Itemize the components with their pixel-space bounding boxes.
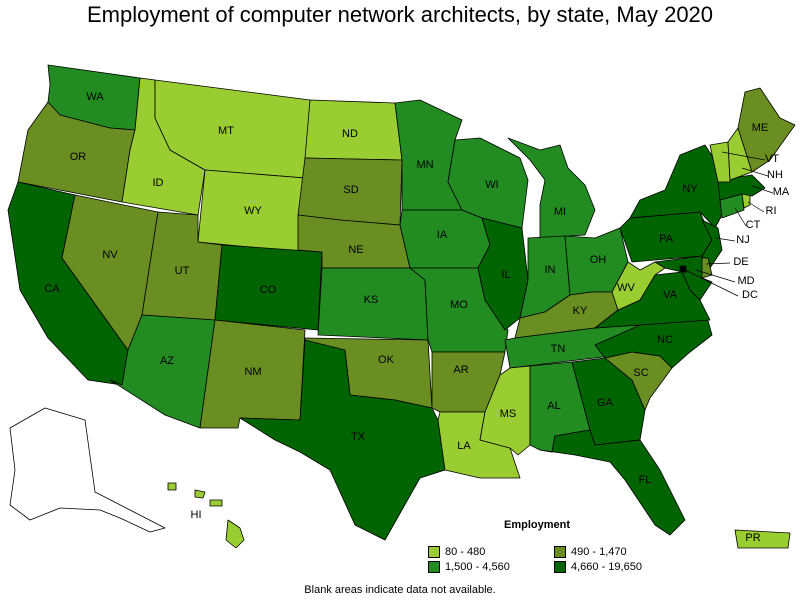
leader-DE — [705, 262, 731, 265]
leader-DC — [682, 268, 739, 297]
state-label-ID: ID — [153, 177, 164, 189]
state-label-MN: MN — [416, 159, 433, 171]
state-label-PR: PR — [745, 532, 760, 544]
legend-label: 4,660 - 19,650 — [571, 561, 642, 573]
legend-swatch — [428, 561, 440, 573]
leader-RI — [747, 201, 765, 213]
legend-item-80-480: 80 - 480 — [428, 546, 485, 558]
state-label-GA: GA — [597, 397, 614, 409]
state-label-AR: AR — [453, 364, 468, 376]
state-label-LA: LA — [457, 440, 471, 452]
state-HI[interactable] — [167, 482, 245, 549]
footnote: Blank areas indicate data not available. — [304, 584, 496, 596]
state-label-OR: OR — [70, 151, 87, 163]
state-label-IN: IN — [545, 264, 556, 276]
state-label-WY: WY — [244, 205, 262, 217]
state-label-SC: SC — [633, 367, 648, 379]
state-label-CT: CT — [746, 219, 761, 231]
legend-label: 1,500 - 4,560 — [445, 561, 510, 573]
state-ME[interactable] — [737, 87, 796, 173]
legend-swatch — [554, 546, 566, 558]
state-label-OK: OK — [378, 354, 395, 366]
state-TX[interactable] — [239, 339, 446, 541]
dc-marker — [680, 266, 686, 272]
state-labels: WA OR CA NV ID MT WY UT AZ CO NM ND SD NE KS OK TX MN IA MO… — [44, 91, 790, 544]
state-NY[interactable] — [629, 144, 723, 229]
map-title: Employment of computer network architect… — [86, 2, 714, 27]
state-label-OH: OH — [590, 254, 607, 266]
state-label-MI: MI — [554, 206, 566, 218]
legend-label: 80 - 480 — [445, 546, 486, 558]
legend-title: Employment — [504, 519, 571, 531]
state-label-MS: MS — [500, 408, 517, 420]
state-label-MO: MO — [450, 299, 468, 311]
state-label-DC: DC — [742, 289, 758, 301]
state-label-DE: DE — [733, 256, 748, 268]
leader-VT — [721, 151, 766, 161]
state-label-FL: FL — [639, 474, 652, 486]
state-label-MD: MD — [737, 275, 754, 287]
leader-MD — [695, 269, 736, 283]
state-label-WA: WA — [86, 91, 104, 103]
state-label-CO: CO — [260, 284, 277, 296]
state-VT[interactable] — [709, 141, 731, 183]
state-label-IA: IA — [437, 229, 448, 241]
state-label-NM: NM — [244, 366, 261, 378]
state-label-IL: IL — [501, 269, 510, 281]
state-label-NC: NC — [657, 334, 673, 346]
state-label-MA: MA — [773, 186, 790, 198]
state-label-MT: MT — [218, 125, 234, 137]
legend-label: 490 - 1,470 — [571, 546, 627, 558]
state-label-KS: KS — [364, 294, 379, 306]
leader-MA — [751, 185, 774, 194]
state-label-HI: HI — [191, 509, 202, 521]
state-label-VT: VT — [765, 153, 779, 165]
state-MD[interactable] — [654, 255, 713, 301]
state-label-ND: ND — [342, 128, 358, 140]
state-label-TN: TN — [551, 343, 566, 355]
state-label-WV: WV — [617, 282, 635, 294]
state-label-AZ: AZ — [160, 355, 174, 367]
legend-swatch — [554, 561, 566, 573]
state-label-VA: VA — [663, 289, 678, 301]
state-label-WI: WI — [485, 179, 498, 191]
state-label-NE: NE — [348, 244, 363, 256]
state-MI[interactable] — [507, 137, 596, 239]
leader-NH — [741, 167, 769, 177]
state-MN[interactable] — [394, 99, 463, 211]
leader-CT — [734, 207, 747, 227]
state-label-UT: UT — [175, 265, 190, 277]
state-label-RI: RI — [766, 205, 777, 217]
state-label-NJ: NJ — [736, 234, 749, 246]
state-label-NY: NY — [682, 183, 698, 195]
state-label-KY: KY — [573, 305, 588, 317]
legend-item-4660-19650: 4,660 - 19,650 — [554, 561, 642, 573]
state-label-NV: NV — [102, 249, 118, 261]
state-FL[interactable] — [539, 429, 686, 536]
state-IL[interactable] — [477, 217, 529, 331]
leader-NJ — [715, 237, 736, 242]
state-label-ME: ME — [752, 122, 769, 134]
state-label-TX: TX — [351, 431, 366, 443]
state-label-AL: AL — [547, 400, 560, 412]
state-label-CA: CA — [44, 283, 60, 295]
legend-swatch — [428, 546, 440, 558]
state-label-PA: PA — [659, 233, 674, 245]
state-PR[interactable] — [734, 529, 791, 549]
legend-item-490-1470: 490 - 1,470 — [554, 546, 627, 558]
state-label-NH: NH — [767, 169, 783, 181]
state-label-SD: SD — [343, 184, 358, 196]
legend-item-1500-4560: 1,500 - 4,560 — [428, 561, 510, 573]
state-AK[interactable] — [9, 407, 166, 533]
